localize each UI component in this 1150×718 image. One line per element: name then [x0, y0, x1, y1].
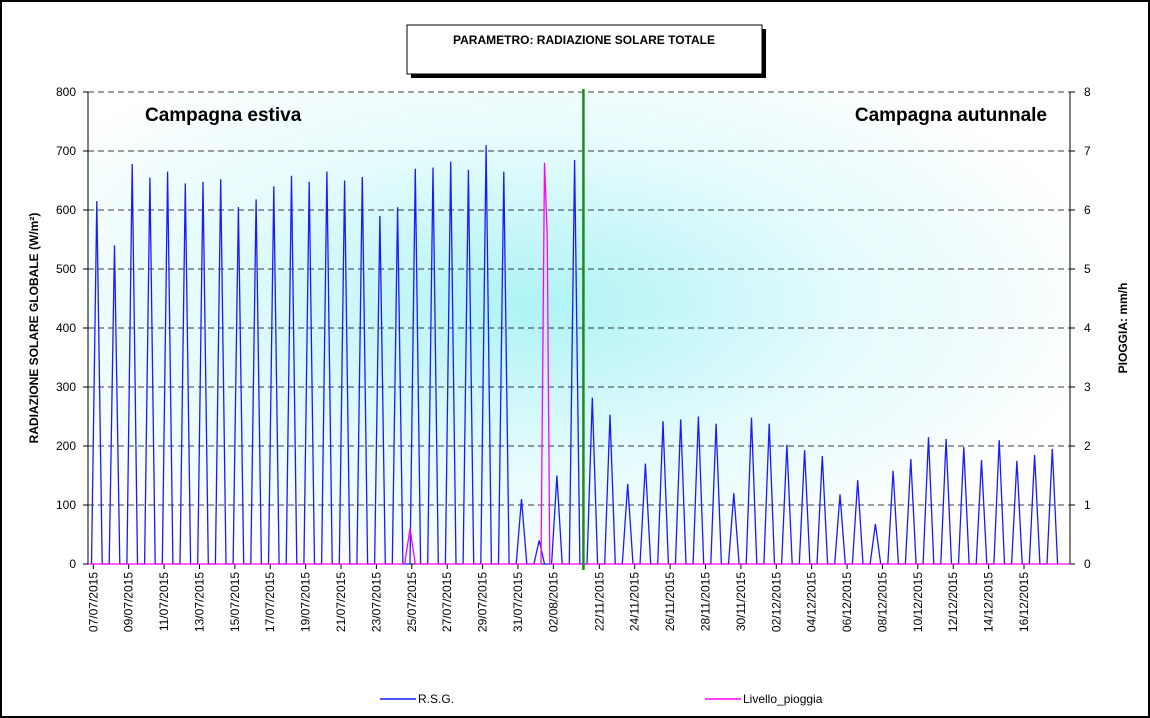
x-tick-label: 10/12/2015 — [911, 572, 925, 632]
x-tick-label: 16/12/2015 — [1017, 572, 1031, 632]
x-tick-label: 15/07/2015 — [228, 572, 242, 632]
x-tick-label: 25/07/2015 — [405, 572, 419, 632]
x-tick-label: 13/07/2015 — [192, 572, 206, 632]
y2-tick-label: 7 — [1084, 144, 1091, 158]
y2-tick-label: 6 — [1084, 203, 1091, 217]
annotation: Campagna autunnale — [855, 105, 1047, 126]
y2-tick-label: 0 — [1084, 557, 1091, 571]
x-tick-label: 11/07/2015 — [157, 572, 171, 631]
y-tick-label: 400 — [56, 321, 76, 335]
y-axis-label: RADIAZIONE SOLARE GLOBALE (W/m²) — [27, 213, 41, 444]
y2-tick-label: 1 — [1084, 498, 1091, 512]
x-tick-label: 23/07/2015 — [369, 572, 383, 632]
y2-tick-label: 4 — [1084, 321, 1091, 335]
x-tick-label: 02/08/2015 — [546, 572, 560, 632]
x-tick-label: 04/12/2015 — [805, 572, 819, 632]
y2-axis-label: PIOGGIA: mm/h — [1116, 283, 1130, 374]
y-tick-label: 0 — [69, 557, 76, 571]
x-tick-label: 14/12/2015 — [982, 572, 996, 632]
x-tick-label: 08/12/2015 — [875, 572, 889, 632]
x-tick-label: 06/12/2015 — [840, 572, 854, 632]
x-tick-label: 26/11/2015 — [663, 572, 677, 631]
chart-title: PARAMETRO: RADIAZIONE SOLARE TOTALE — [453, 33, 715, 47]
legend-label: Livello_pioggia — [743, 692, 823, 706]
x-tick-label: 29/07/2015 — [476, 572, 490, 632]
y-tick-label: 500 — [56, 262, 76, 276]
x-tick-label: 30/11/2015 — [734, 572, 748, 631]
x-tick-label: 22/11/2015 — [592, 572, 606, 631]
y2-tick-label: 8 — [1084, 85, 1091, 99]
y2-tick-label: 2 — [1084, 439, 1091, 453]
x-tick-label: 28/11/2015 — [699, 572, 713, 631]
y-tick-label: 600 — [56, 203, 76, 217]
y-tick-label: 100 — [56, 498, 76, 512]
y-tick-label: 300 — [56, 380, 76, 394]
title-box — [406, 24, 763, 75]
y-tick-label: 200 — [56, 439, 76, 453]
x-tick-label: 17/07/2015 — [263, 572, 277, 632]
series-line — [88, 162, 1070, 565]
x-tick-label: 31/07/2015 — [511, 572, 525, 632]
x-tick-label: 24/11/2015 — [628, 572, 642, 631]
legend-label: R.S.G. — [418, 692, 454, 706]
y2-tick-label: 3 — [1084, 380, 1091, 394]
y-tick-label: 800 — [56, 85, 76, 99]
x-tick-label: 12/12/2015 — [946, 572, 960, 632]
x-tick-label: 09/07/2015 — [122, 572, 136, 632]
y2-tick-label: 5 — [1084, 262, 1091, 276]
y-tick-label: 700 — [56, 144, 76, 158]
annotation: Campagna estiva — [145, 105, 302, 126]
x-tick-label: 19/07/2015 — [299, 572, 313, 632]
x-tick-label: 27/07/2015 — [440, 572, 454, 632]
x-tick-label: 21/07/2015 — [334, 572, 348, 632]
x-tick-label: 07/07/2015 — [86, 572, 100, 632]
series-line — [90, 145, 1059, 565]
x-tick-label: 02/12/2015 — [769, 572, 783, 632]
